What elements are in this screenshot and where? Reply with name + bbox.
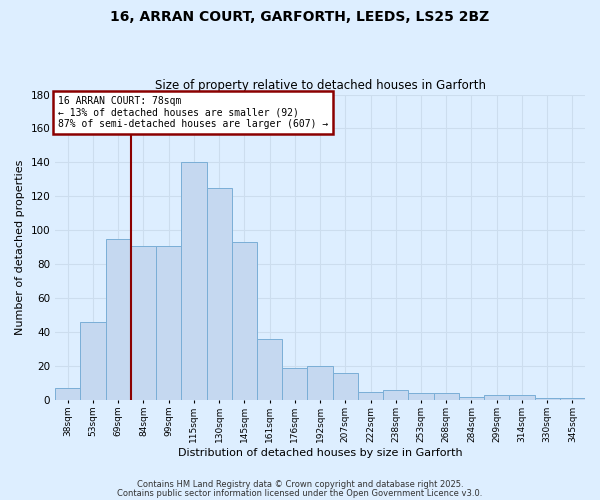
Bar bbox=[156, 246, 181, 400]
Bar bbox=[383, 390, 409, 400]
Bar bbox=[206, 188, 232, 400]
X-axis label: Distribution of detached houses by size in Garforth: Distribution of detached houses by size … bbox=[178, 448, 463, 458]
Bar bbox=[106, 239, 131, 400]
Bar bbox=[131, 246, 156, 400]
Bar bbox=[282, 368, 307, 400]
Bar bbox=[358, 392, 383, 400]
Bar bbox=[459, 396, 484, 400]
Bar bbox=[535, 398, 560, 400]
Bar bbox=[332, 373, 358, 400]
Bar bbox=[181, 162, 206, 400]
Bar bbox=[232, 242, 257, 400]
Y-axis label: Number of detached properties: Number of detached properties bbox=[15, 160, 25, 335]
Bar bbox=[257, 339, 282, 400]
Title: Size of property relative to detached houses in Garforth: Size of property relative to detached ho… bbox=[155, 79, 485, 92]
Bar bbox=[509, 395, 535, 400]
Bar bbox=[560, 398, 585, 400]
Bar bbox=[80, 322, 106, 400]
Bar bbox=[307, 366, 332, 400]
Text: 16 ARRAN COURT: 78sqm
← 13% of detached houses are smaller (92)
87% of semi-deta: 16 ARRAN COURT: 78sqm ← 13% of detached … bbox=[58, 96, 328, 130]
Bar bbox=[55, 388, 80, 400]
Text: 16, ARRAN COURT, GARFORTH, LEEDS, LS25 2BZ: 16, ARRAN COURT, GARFORTH, LEEDS, LS25 2… bbox=[110, 10, 490, 24]
Bar bbox=[484, 395, 509, 400]
Text: Contains public sector information licensed under the Open Government Licence v3: Contains public sector information licen… bbox=[118, 488, 482, 498]
Text: Contains HM Land Registry data © Crown copyright and database right 2025.: Contains HM Land Registry data © Crown c… bbox=[137, 480, 463, 489]
Bar bbox=[434, 393, 459, 400]
Bar bbox=[409, 393, 434, 400]
